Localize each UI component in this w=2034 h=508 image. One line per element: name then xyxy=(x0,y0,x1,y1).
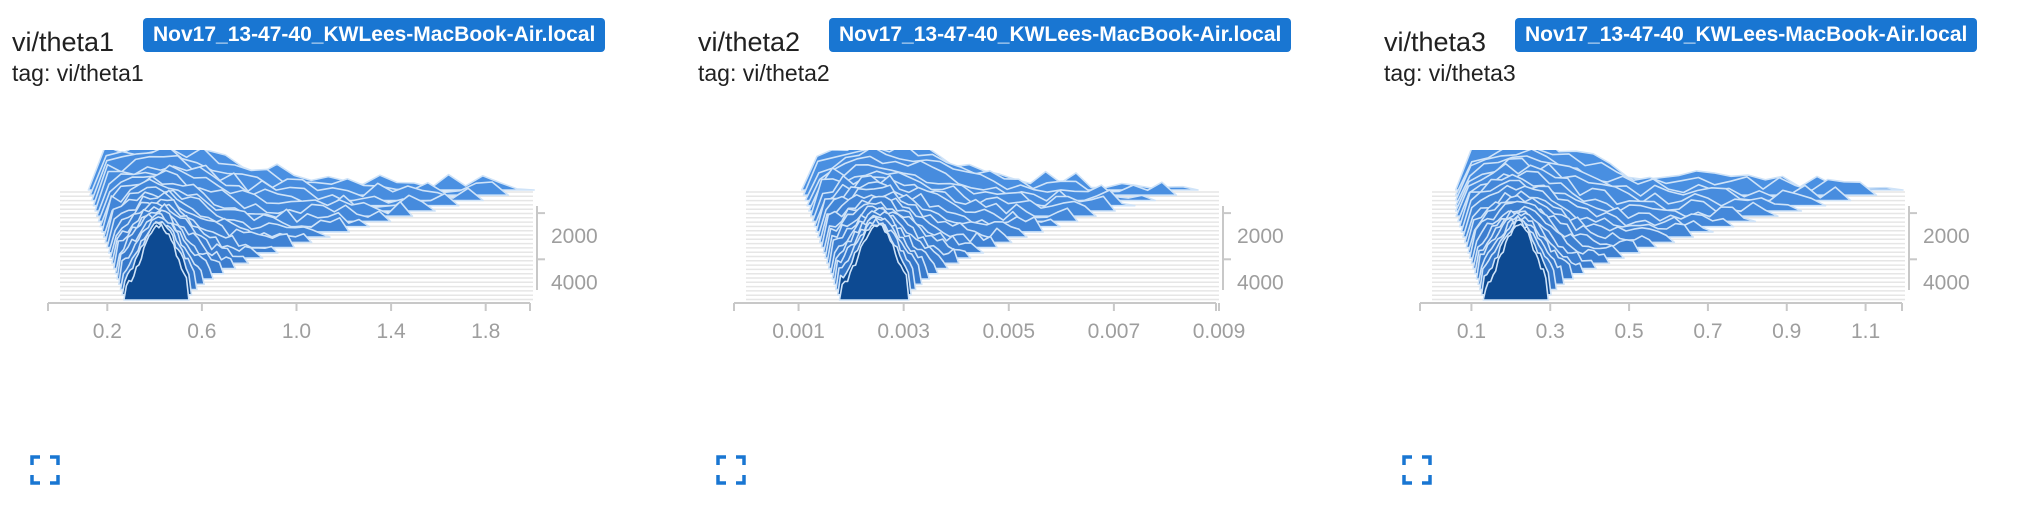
histogram-plot-theta1: 0.2 0.6 1.0 1.4 1.8 2000 4000 xyxy=(47,150,598,343)
histogram-layers xyxy=(800,150,1199,301)
x-tick-label: 0.003 xyxy=(877,320,930,343)
y-tick-label: 4000 xyxy=(1923,271,1970,294)
chart-title: vi/theta2 xyxy=(698,27,801,57)
fullscreen-icon[interactable] xyxy=(1402,455,1432,485)
x-tick-label: 1.8 xyxy=(471,320,500,343)
histogram-layers xyxy=(87,150,535,301)
histogram-plot-theta2: 0.001 0.003 0.005 0.007 0.009 2000 4000 xyxy=(733,150,1284,343)
x-tick-label: 0.2 xyxy=(93,320,122,343)
x-axis: 0.2 0.6 1.0 1.4 1.8 xyxy=(47,302,531,343)
y-tick-label: 2000 xyxy=(1237,225,1284,248)
tag-label: tag: vi/theta3 xyxy=(1384,60,1516,86)
histogram-layer xyxy=(123,223,190,301)
run-badge[interactable]: Nov17_13-47-40_KWLees-MacBook-Air.local xyxy=(829,18,1292,52)
chart-card-theta1: vi/theta1 Nov17_13-47-40_KWLees-MacBook-… xyxy=(0,0,660,508)
x-tick-label: 0.3 xyxy=(1536,320,1565,343)
chart-title: vi/theta3 xyxy=(1384,27,1487,57)
y-tick-label: 2000 xyxy=(1923,225,1970,248)
x-tick-label: 0.6 xyxy=(187,320,216,343)
tag-label: tag: vi/theta1 xyxy=(12,60,144,86)
run-badge[interactable]: Nov17_13-47-40_KWLees-MacBook-Air.local xyxy=(1515,18,1978,52)
chart-card-theta2: vi/theta2 Nov17_13-47-40_KWLees-MacBook-… xyxy=(686,0,1346,508)
x-tick-label: 0.5 xyxy=(1614,320,1643,343)
x-axis: 0.1 0.3 0.5 0.7 0.9 1.1 xyxy=(1419,302,1903,343)
x-tick-label: 0.7 xyxy=(1693,320,1722,343)
fullscreen-icon[interactable] xyxy=(716,455,746,485)
y-tick-label: 4000 xyxy=(551,271,598,294)
y-axis: 2000 4000 xyxy=(536,206,598,294)
x-tick-label: 1.1 xyxy=(1851,320,1880,343)
y-tick-label: 4000 xyxy=(1237,271,1284,294)
x-tick-label: 0.007 xyxy=(1088,320,1141,343)
x-tick-label: 0.9 xyxy=(1772,320,1801,343)
histogram-layer xyxy=(1482,223,1550,301)
x-tick-label: 1.4 xyxy=(376,320,406,343)
run-badge[interactable]: Nov17_13-47-40_KWLees-MacBook-Air.local xyxy=(143,18,606,52)
y-tick-label: 2000 xyxy=(551,225,598,248)
histogram-plot-theta3: 0.1 0.3 0.5 0.7 0.9 1.1 2000 4000 xyxy=(1419,150,1970,343)
x-tick-label: 1.0 xyxy=(282,320,311,343)
fullscreen-icon[interactable] xyxy=(30,455,60,485)
histogram-layers xyxy=(1454,150,1904,301)
y-axis: 2000 4000 xyxy=(1222,206,1284,294)
histogram-layer xyxy=(838,223,910,301)
chart-title: vi/theta1 xyxy=(12,27,115,57)
x-axis: 0.001 0.003 0.005 0.007 0.009 xyxy=(733,302,1246,343)
x-tick-label: 0.005 xyxy=(982,320,1035,343)
y-axis: 2000 4000 xyxy=(1908,206,1970,294)
x-tick-label: 0.001 xyxy=(772,320,825,343)
x-tick-label: 0.009 xyxy=(1193,320,1246,343)
chart-card-theta3: vi/theta3 Nov17_13-47-40_KWLees-MacBook-… xyxy=(1372,0,2032,508)
x-tick-label: 0.1 xyxy=(1457,320,1486,343)
tag-label: tag: vi/theta2 xyxy=(698,60,830,86)
